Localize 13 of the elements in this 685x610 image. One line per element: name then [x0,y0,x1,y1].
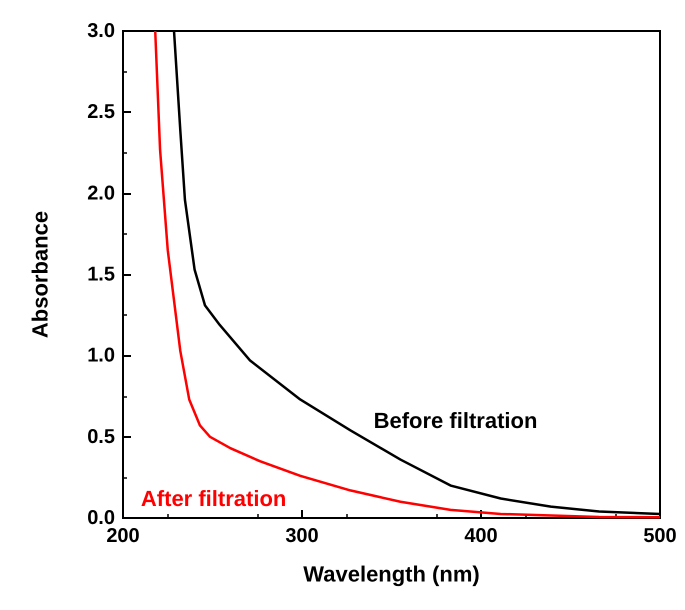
x-tick-label: 500 [643,525,677,547]
x-tick-label: 300 [285,525,319,547]
y-tick-label: 1.5 [87,264,115,286]
x-axis-title: Wavelength (nm) [303,562,480,586]
y-tick-label: 0.5 [87,426,115,448]
x-tick-label: 400 [464,525,498,547]
y-tick-label: 3.0 [87,20,115,42]
series-label: Before filtration [374,408,538,434]
y-tick-label: 2.0 [87,182,115,204]
y-tick-label: 2.5 [87,101,115,124]
y-tick-label: 1.0 [87,344,115,367]
series-label: After filtration [140,486,286,512]
y-axis-title: Absorbance [28,210,52,338]
